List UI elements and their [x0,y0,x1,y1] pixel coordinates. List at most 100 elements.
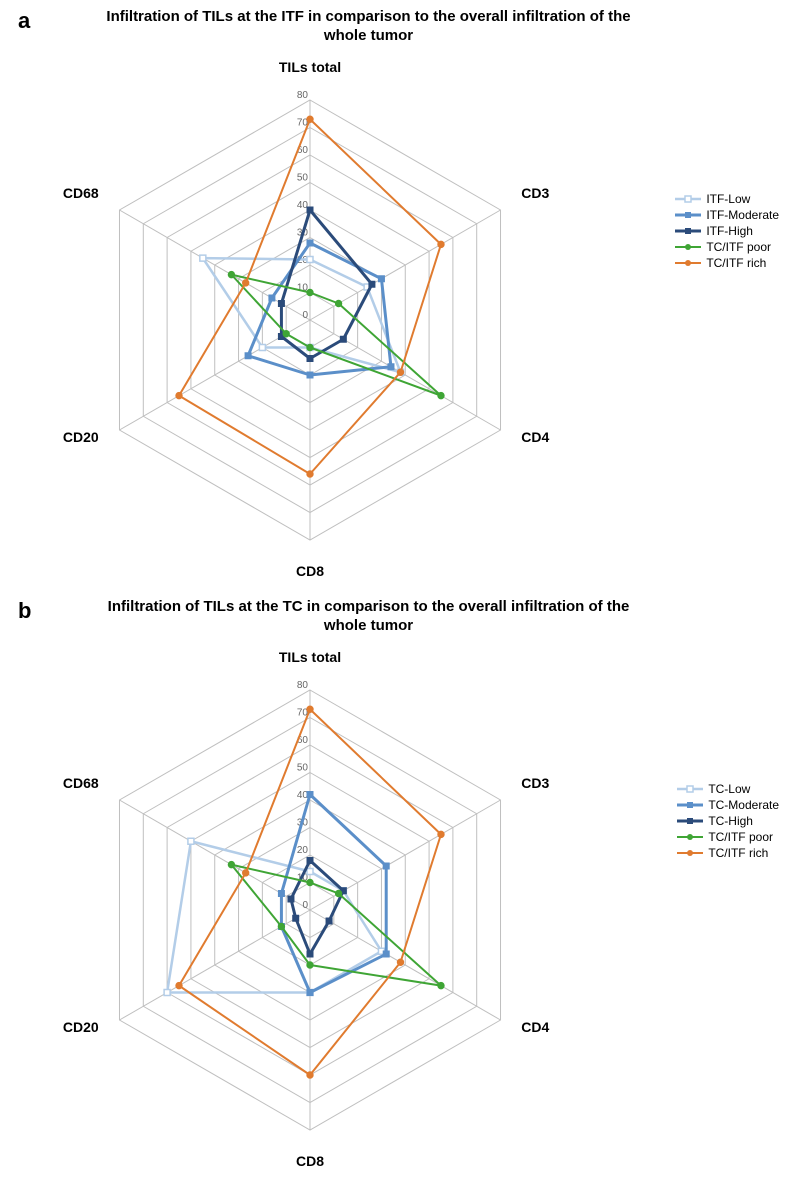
radar-marker [228,271,234,277]
radar-tick-label: 80 [297,680,309,691]
radar-marker [335,890,341,896]
radar-marker [278,301,284,307]
legend-item: TC/ITF poor [675,240,779,254]
radar-axis-label: CD20 [63,1019,99,1035]
panel-b: b Infiltration of TILs at the TC in comp… [0,590,787,1180]
radar-marker [397,959,403,965]
radar-marker [383,863,389,869]
radar-marker [269,295,275,301]
chart-b-legend: TC-Low TC-Moderate TC-High TC/ITF poor TC/IT… [677,780,779,862]
radar-marker [307,869,313,875]
radar-axis-label: CD4 [521,429,549,445]
legend-swatch [677,831,703,843]
legend-item: TC-Moderate [677,798,779,812]
radar-chart-a: 01020304050607080TILs totalCD3CD4CD8CD20… [0,50,620,590]
radar-axis-label: CD3 [521,185,549,201]
radar-axis-label: CD68 [63,775,99,791]
legend-swatch [675,225,701,237]
chart-a-svg-wrap: 01020304050607080TILs totalCD3CD4CD8CD20… [0,50,620,590]
radar-marker [307,116,313,122]
radar-tick-label: 0 [302,310,308,321]
legend-swatch [675,193,701,205]
radar-marker [283,331,289,337]
radar-marker [397,369,403,375]
legend-item: TC/ITF poor [677,830,779,844]
radar-marker [278,923,284,929]
legend-swatch [675,257,701,269]
legend-swatch [675,209,701,221]
radar-marker [307,207,313,213]
radar-marker [307,792,313,798]
legend-item: ITF-Low [675,192,779,206]
radar-axis-label: CD8 [296,1153,324,1169]
radar-marker [383,951,389,957]
legend-label: ITF-Low [706,192,750,206]
radar-axis-label: CD20 [63,429,99,445]
radar-tick-label: 50 [297,763,309,774]
radar-marker [164,990,170,996]
radar-tick-label: 80 [297,90,309,101]
radar-marker [438,392,444,398]
panel-b-label: b [18,598,31,624]
legend-label: ITF-Moderate [706,208,779,222]
legend-label: TC/ITF rich [706,256,766,270]
radar-axis-label: CD68 [63,185,99,201]
radar-marker [378,276,384,282]
radar-marker [307,344,313,350]
radar-axis-label: TILs total [279,649,341,665]
radar-marker [293,915,299,921]
legend-swatch [677,847,703,859]
radar-marker [326,918,332,924]
radar-marker [438,241,444,247]
legend-swatch [675,241,701,253]
legend-label: TC-Low [708,782,750,796]
legend-item: TC/ITF rich [675,256,779,270]
radar-tick-label: 0 [302,900,308,911]
radar-marker [307,240,313,246]
radar-marker [242,280,248,286]
chart-b-svg-wrap: 01020304050607080TILs totalCD3CD4CD8CD20… [0,640,620,1180]
radar-marker [307,289,313,295]
radar-marker [228,861,234,867]
radar-marker [307,257,313,263]
radar-marker [307,951,313,957]
radar-marker [340,336,346,342]
legend-label: ITF-High [706,224,753,238]
chart-a-title: Infiltration of TILs at the ITF in compa… [90,8,647,46]
legend-label: TC-Moderate [708,798,779,812]
radar-marker [369,281,375,287]
chart-b-title: Infiltration of TILs at the TC in compar… [90,598,647,636]
radar-marker [307,1072,313,1078]
panel-a: a Infiltration of TILs at the ITF in com… [0,0,787,590]
radar-axis-label: TILs total [279,59,341,75]
radar-marker [307,858,313,864]
radar-marker [288,896,294,902]
radar-marker [188,838,194,844]
radar-marker [259,345,265,351]
radar-marker [176,392,182,398]
radar-axis-label: CD8 [296,563,324,579]
radar-marker [307,471,313,477]
radar-marker [307,356,313,362]
radar-marker [242,870,248,876]
radar-marker [245,353,251,359]
radar-marker [438,982,444,988]
radar-marker [335,300,341,306]
radar-series-line [281,210,371,359]
legend-label: TC/ITF poor [706,240,771,254]
radar-marker [438,831,444,837]
legend-swatch [677,783,703,795]
radar-marker [307,962,313,968]
radar-chart-b: 01020304050607080TILs totalCD3CD4CD8CD20… [0,640,620,1180]
legend-item: TC/ITF rich [677,846,779,860]
legend-label: TC-High [708,814,753,828]
radar-marker [307,879,313,885]
legend-item: TC-Low [677,782,779,796]
radar-marker [307,990,313,996]
radar-marker [278,891,284,897]
radar-marker [176,982,182,988]
radar-marker [307,372,313,378]
radar-marker [200,255,206,261]
radar-marker [388,364,394,370]
legend-swatch [677,815,703,827]
